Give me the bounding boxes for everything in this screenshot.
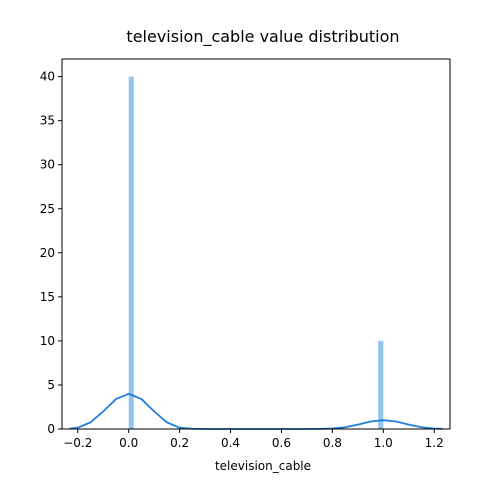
x-tick-label-7: 1.2 bbox=[425, 436, 444, 450]
y-tick-label-6: 30 bbox=[40, 158, 55, 172]
histogram-bar-0 bbox=[128, 76, 134, 429]
y-tick-label-0: 0 bbox=[47, 422, 55, 436]
x-tick-label-1: 0.0 bbox=[119, 436, 138, 450]
histogram-bar-1 bbox=[378, 340, 384, 429]
chart-title: television_cable value distribution bbox=[126, 27, 399, 47]
axes-frame bbox=[61, 58, 451, 430]
y-tick-label-4: 20 bbox=[40, 246, 55, 260]
y-tick-label-3: 15 bbox=[40, 290, 55, 304]
y-tick-label-5: 25 bbox=[40, 202, 55, 216]
x-tick-label-4: 0.6 bbox=[272, 436, 291, 450]
x-tick-label-3: 0.4 bbox=[221, 436, 240, 450]
x-axis-title: television_cable bbox=[215, 459, 311, 473]
x-tick-label-2: 0.2 bbox=[170, 436, 189, 450]
y-tick-label-7: 35 bbox=[40, 114, 55, 128]
x-tick-label-5: 0.8 bbox=[323, 436, 342, 450]
y-tick-label-2: 10 bbox=[40, 334, 55, 348]
y-tick-label-1: 5 bbox=[47, 378, 55, 392]
axes: −0.2 0.0 0.2 0.4 0.6 0.8 1.0 1.2 0 5 10 15 20 25 30 35 4… bbox=[40, 58, 451, 450]
x-tick-label-6: 1.0 bbox=[374, 436, 393, 450]
x-tick-label-0: −0.2 bbox=[63, 436, 92, 450]
y-tick-label-8: 40 bbox=[40, 70, 55, 84]
